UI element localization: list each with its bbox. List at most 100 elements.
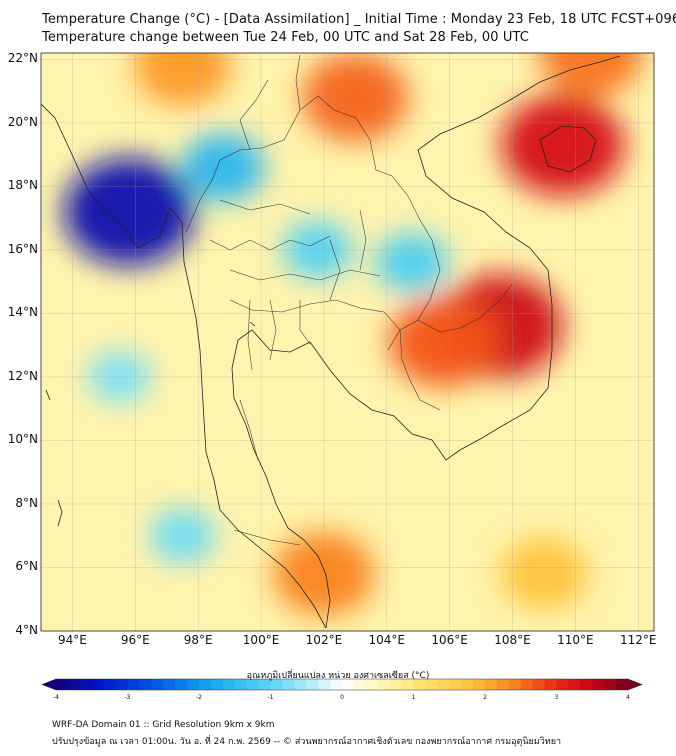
colorbar-tick-label: -1 <box>267 694 274 701</box>
credit-line: ปรับปรุงข้อมูล ณ เวลา 01:00น. วัน อ. ที่… <box>52 737 562 747</box>
colorbar-segment <box>282 679 295 690</box>
colorbar-tick-label: 4 <box>626 694 630 701</box>
colorbar-segment <box>592 679 605 690</box>
field-anomaly <box>501 94 625 197</box>
colorbar-segment <box>56 679 69 690</box>
model-info: WRF-DA Domain 01 :: Grid Resolution 9km … <box>52 720 275 730</box>
field-anomaly <box>182 133 265 202</box>
colorbar-segment <box>544 679 557 690</box>
colorbar-segment <box>246 679 260 690</box>
colorbar-segment <box>604 679 617 690</box>
field-anomaly <box>539 53 644 96</box>
latitude-label: 22°N <box>7 51 38 66</box>
colorbar-tick-label: 2 <box>483 694 487 701</box>
map-title: Temperature Change (°C) - [Data Assimila… <box>42 12 676 27</box>
colorbar-segment <box>496 679 510 690</box>
colorbar-segment <box>318 679 331 690</box>
colorbar-max-arrow <box>628 679 642 690</box>
field-anomaly <box>375 232 449 293</box>
field-anomaly <box>63 157 195 266</box>
colorbar-segment <box>425 679 438 690</box>
colorbar-segment <box>258 679 271 690</box>
colorbar-segment <box>461 679 474 690</box>
longitude-label: 98°E <box>183 633 213 647</box>
plot-frame <box>40 52 655 632</box>
colorbar-segment <box>139 679 152 690</box>
colorbar-tick-label: 1 <box>411 694 416 701</box>
field-anomaly <box>134 53 231 106</box>
colorbar-min-arrow <box>42 679 56 690</box>
colorbar-title: อุณหภูมิเปลี่ยนแปลง หน่วย องศาเซลเซียส (… <box>246 671 430 681</box>
colorbar-segment <box>532 679 546 690</box>
field-anomaly <box>388 297 498 387</box>
longitude-label: 94°E <box>57 633 87 647</box>
colorbar-segment <box>520 679 534 690</box>
colorbar-segment <box>175 679 188 690</box>
colorbar-segment <box>127 679 140 690</box>
colorbar-segment <box>353 679 367 690</box>
grid-lines <box>41 53 654 631</box>
longitude-label: 104°E <box>368 633 406 647</box>
colorbar-segment <box>449 679 462 690</box>
colorbar-tick-label: -2 <box>196 694 202 701</box>
latitude-label: 16°N <box>7 241 38 256</box>
field-anomaly <box>500 537 588 610</box>
colorbar-tick-label: 3 <box>554 694 559 701</box>
latitude-label: 20°N <box>7 114 38 129</box>
latitude-label: 10°N <box>7 432 38 447</box>
country-boundaries <box>185 54 513 546</box>
colorbar-tick-label: -3 <box>124 694 131 701</box>
latitude-label: 6°N <box>15 559 38 574</box>
longitude-label: 96°E <box>120 633 150 647</box>
colorbar-segment <box>401 679 414 690</box>
field-anomaly <box>302 53 409 142</box>
colorbar-segment <box>163 679 176 690</box>
colorbar-segment <box>151 679 164 690</box>
longitude-label: 112°E <box>620 633 657 647</box>
colorbar-segment <box>377 679 391 690</box>
colorbar-segment <box>580 679 593 690</box>
colorbar-segment <box>389 679 403 690</box>
colorbar-outline <box>41 678 643 691</box>
latitude-label: 14°N <box>7 305 38 320</box>
colorbar-segment <box>234 679 248 690</box>
latitude-label: 18°N <box>7 178 38 193</box>
colorbar-segment <box>67 679 81 690</box>
colorbar-segment <box>79 679 93 690</box>
colorbar-segment <box>342 679 355 690</box>
colorbar-segment <box>508 679 522 690</box>
latitude-label: 8°N <box>15 495 38 510</box>
colorbar-segment <box>330 679 343 690</box>
colorbar-segment <box>616 679 629 690</box>
colorbar-tick-label: 0 <box>340 694 344 701</box>
longitude-label: 106°E <box>431 633 468 647</box>
coastlines <box>41 55 621 629</box>
colorbar-segment <box>556 679 569 690</box>
colorbar-segment <box>365 679 379 690</box>
colorbar-segment <box>199 679 212 690</box>
colorbar <box>41 678 643 691</box>
colorbar-segment <box>568 679 581 690</box>
longitude-label: 100°E <box>242 633 280 647</box>
longitude-label: 102°E <box>305 633 343 647</box>
latitude-label: 4°N <box>15 623 38 637</box>
colorbar-segment <box>210 679 224 690</box>
colorbar-segment <box>115 679 128 690</box>
latitude-label: 12°N <box>7 368 38 383</box>
field-anomaly <box>149 508 216 563</box>
temperature-field <box>41 53 654 631</box>
colorbar-segment <box>270 679 283 690</box>
map-subtitle: Temperature change between Tue 24 Feb, 0… <box>42 30 529 45</box>
colorbar-segment <box>294 679 307 690</box>
colorbar-segment <box>437 679 450 690</box>
colorbar-segment <box>473 679 486 690</box>
longitude-label: 110°E <box>557 633 594 647</box>
colorbar-tick-label: -4 <box>53 694 59 701</box>
colorbar-segment <box>187 679 200 690</box>
colorbar-segment <box>91 679 105 690</box>
colorbar-segment <box>306 679 319 690</box>
colorbar-segment <box>222 679 236 690</box>
longitude-label: 108°E <box>494 633 531 647</box>
colorbar-segment <box>485 679 498 690</box>
